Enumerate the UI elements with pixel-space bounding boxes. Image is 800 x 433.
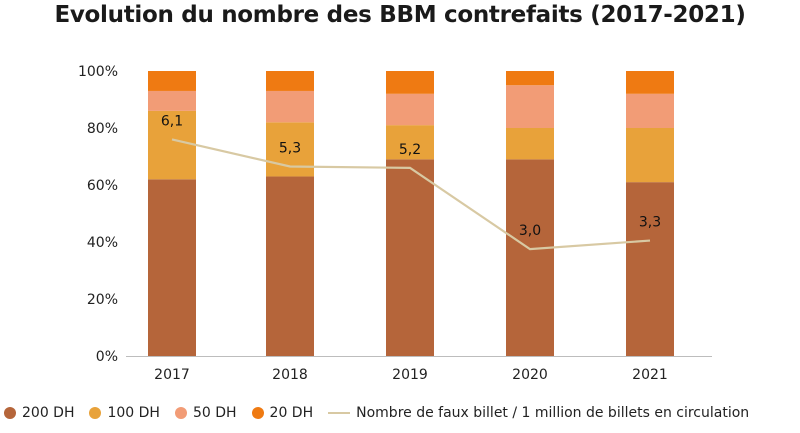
legend-label: Nombre de faux billet / 1 million de bil…	[356, 405, 750, 421]
bar-segment	[148, 179, 196, 356]
bar-segment	[506, 159, 554, 356]
x-tick-label: 2017	[154, 367, 190, 383]
y-tick-label: 0%	[96, 349, 118, 365]
legend-item: 200 DH	[4, 405, 74, 421]
line-data-label: 6,1	[161, 113, 183, 129]
line-group	[171, 138, 651, 251]
bar-segment	[506, 85, 554, 128]
chart-title: Evolution du nombre des BBM contrefaits …	[54, 2, 746, 28]
line-series	[171, 138, 651, 251]
bar-segment	[626, 128, 674, 183]
line-data-label: 5,3	[279, 140, 301, 156]
y-tick-label: 40%	[87, 235, 118, 251]
y-tick-label: 80%	[87, 121, 118, 137]
legend-item: Nombre de faux billet / 1 million de bil…	[328, 405, 749, 421]
legend-swatch	[174, 407, 187, 419]
legend-swatch	[251, 407, 264, 419]
legend-label: 100 DH	[107, 405, 160, 421]
bar-segment	[148, 110, 196, 180]
x-tick-label: 2020	[512, 367, 548, 383]
line-data-label: 3,3	[639, 215, 661, 231]
legend-item: 50 DH	[174, 405, 237, 421]
legend-label: 20 DH	[269, 405, 314, 421]
x-tick-label: 2019	[392, 367, 428, 383]
legend-item: 100 DH	[89, 405, 160, 421]
bar-segment	[148, 71, 196, 91]
x-tick-label: 2018	[272, 367, 308, 383]
x-tick-label: 2021	[632, 367, 668, 383]
legend-line-swatch	[328, 412, 351, 414]
bar-segment	[506, 128, 554, 160]
bar-segment	[386, 93, 434, 126]
bar-segment	[266, 176, 314, 356]
bar-segment	[266, 90, 314, 123]
legend-item: 20 DH	[251, 405, 314, 421]
axis-group: 0% 20% 40% 60% 80% 100% 2017 2018 2019 2020 2021	[78, 64, 712, 383]
bar-segment	[266, 71, 314, 91]
chart-legend: 200 DH 100 DH 50 DH 20 DH Nombre de faux bil…	[4, 405, 749, 421]
y-tick-label: 60%	[87, 178, 118, 194]
legend-label: 200 DH	[22, 405, 75, 421]
bar-segment	[148, 90, 196, 111]
bar-segment	[626, 182, 674, 356]
bar-segment	[626, 93, 674, 128]
bar-segment	[386, 125, 434, 160]
legend-label: 50 DH	[192, 405, 237, 421]
bar-segment	[626, 71, 674, 94]
line-data-label: 3,0	[519, 223, 541, 239]
line-data-label: 5,2	[399, 142, 421, 158]
bar-segment	[386, 159, 434, 356]
y-tick-label: 100%	[78, 64, 118, 80]
legend-swatch	[4, 407, 16, 419]
legend-swatch	[89, 407, 102, 419]
bars-group	[148, 71, 674, 356]
bar-segment	[506, 71, 554, 86]
data-labels-group: 6,1 5,3 5,2 3,0 3,3	[161, 113, 661, 239]
bar-segment	[386, 71, 434, 94]
y-tick-label: 20%	[87, 292, 118, 308]
